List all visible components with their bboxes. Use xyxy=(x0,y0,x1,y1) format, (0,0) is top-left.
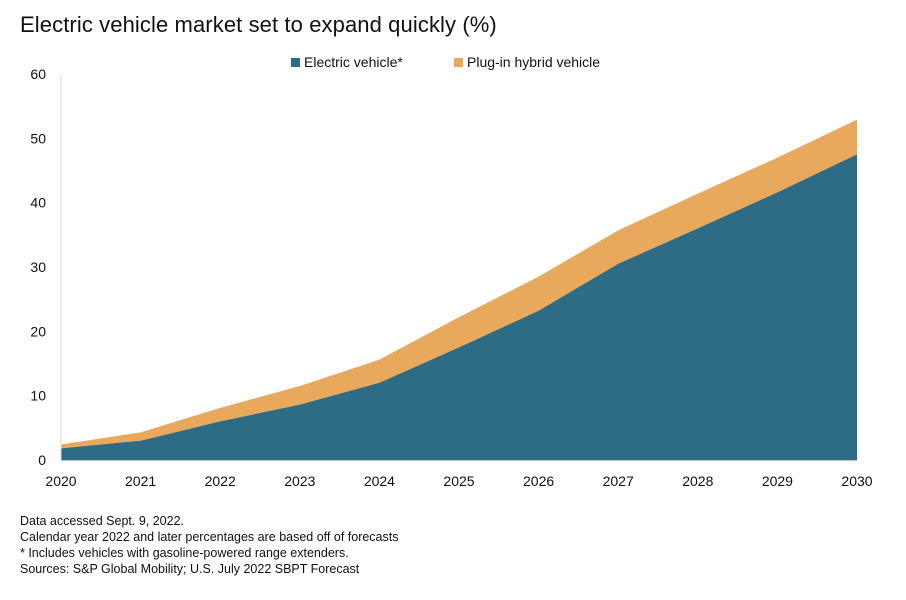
x-tick-label-2029: 2029 xyxy=(762,473,793,489)
x-tick-label-2025: 2025 xyxy=(443,473,474,489)
footnote-data-accessed: Data accessed Sept. 9, 2022. xyxy=(20,514,184,528)
y-tick-label-0: 0 xyxy=(38,452,46,468)
footnote-sources: Sources: S&P Global Mobility; U.S. July … xyxy=(20,562,360,576)
x-tick-label-2026: 2026 xyxy=(523,473,554,489)
x-tick-label-2022: 2022 xyxy=(205,473,236,489)
y-tick-label-20: 20 xyxy=(30,323,46,339)
x-tick-label-2030: 2030 xyxy=(841,473,872,489)
x-tick-label-2024: 2024 xyxy=(364,473,395,489)
legend-item-electric-vehicle: Electric vehicle* xyxy=(291,54,403,70)
x-tick-label-2023: 2023 xyxy=(284,473,315,489)
legend-swatch-plug-in-hybrid xyxy=(454,57,463,67)
y-tick-label-10: 10 xyxy=(30,388,46,404)
chart-legend: Electric vehicle* Plug-in hybrid vehicle xyxy=(0,54,906,76)
y-tick-label-50: 50 xyxy=(30,130,46,146)
y-tick-label-30: 30 xyxy=(30,259,46,275)
y-tick-label-40: 40 xyxy=(30,195,46,211)
legend-label-electric-vehicle: Electric vehicle* xyxy=(304,54,403,70)
area-electric-vehicle xyxy=(61,154,857,461)
legend-swatch-electric-vehicle xyxy=(291,57,300,67)
x-tick-label-2027: 2027 xyxy=(603,473,634,489)
legend-item-plug-in-hybrid: Plug-in hybrid vehicle xyxy=(454,54,600,70)
footnotes: Data accessed Sept. 9, 2022. Calendar ye… xyxy=(20,513,399,577)
x-tick-label-2028: 2028 xyxy=(682,473,713,489)
x-tick-label-2021: 2021 xyxy=(125,473,156,489)
x-tick-label-2020: 2020 xyxy=(45,473,76,489)
y-tick-label-60: 60 xyxy=(30,66,46,82)
legend-label-plug-in-hybrid: Plug-in hybrid vehicle xyxy=(467,54,601,70)
footnote-forecast-note: Calendar year 2022 and later percentages… xyxy=(20,530,399,544)
footnote-range-extenders: * Includes vehicles with gasoline-powere… xyxy=(20,546,349,560)
chart-title: Electric vehicle market set to expand qu… xyxy=(20,12,497,37)
